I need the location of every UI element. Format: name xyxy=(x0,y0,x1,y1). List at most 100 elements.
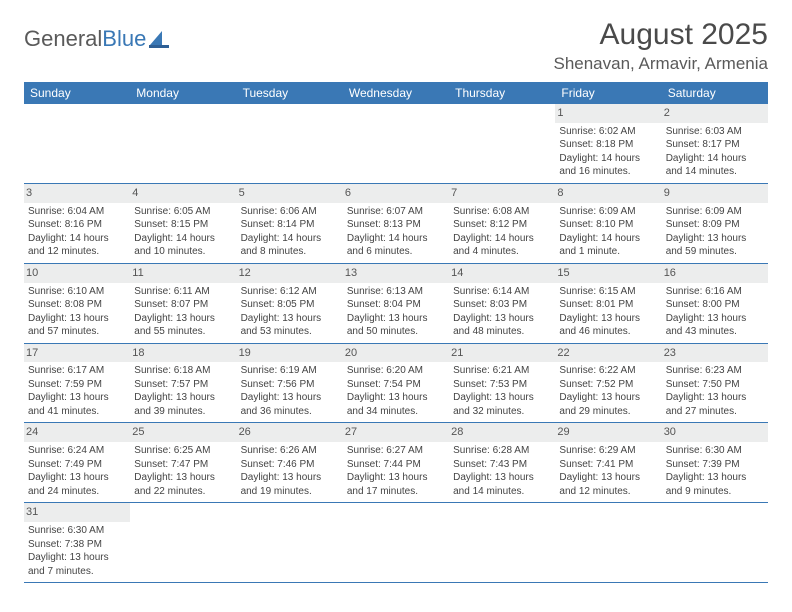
daylight-line: Daylight: 13 hours and 24 minutes. xyxy=(28,471,126,498)
calendar-cell: 24 Sunrise: 6:24 AMSunset: 7:49 PMDayligh… xyxy=(24,423,130,503)
daylight-line: Daylight: 14 hours and 14 minutes. xyxy=(666,152,764,179)
calendar-cell: 21Sunrise: 6:21 AMSunset: 7:53 PMDayligh… xyxy=(449,343,555,423)
sunset-line: Sunset: 8:00 PM xyxy=(666,298,764,312)
sunset-line: Sunset: 8:01 PM xyxy=(559,298,657,312)
day-number: 19 xyxy=(237,344,343,363)
daylight-line: Daylight: 13 hours and 36 minutes. xyxy=(241,391,339,418)
sunrise-line: Sunrise: 6:06 AM xyxy=(241,205,339,219)
calendar-cell: 22Sunrise: 6:22 AMSunset: 7:52 PMDayligh… xyxy=(555,343,661,423)
sunrise-line: Sunrise: 6:20 AM xyxy=(347,364,445,378)
daylight-line: Daylight: 13 hours and 12 minutes. xyxy=(559,471,657,498)
calendar-cell: 2 Sunrise: 6:03 AMSunset: 8:17 PMDaylight… xyxy=(662,104,768,183)
sunrise-line: Sunrise: 6:10 AM xyxy=(28,285,126,299)
sunset-line: Sunset: 8:18 PM xyxy=(559,138,657,152)
sunrise-line: Sunrise: 6:03 AM xyxy=(666,125,764,139)
daylight-line: Daylight: 13 hours and 9 minutes. xyxy=(666,471,764,498)
sunrise-line: Sunrise: 6:11 AM xyxy=(134,285,232,299)
logo-sail-icon xyxy=(149,30,171,48)
calendar-cell xyxy=(343,503,449,583)
calendar-cell: 29Sunrise: 6:29 AMSunset: 7:41 PMDayligh… xyxy=(555,423,661,503)
title-block: August 2025 Shenavan, Armavir, Armenia xyxy=(553,18,768,74)
calendar-cell xyxy=(24,104,130,183)
daylight-line: Daylight: 13 hours and 39 minutes. xyxy=(134,391,232,418)
day-header: Monday xyxy=(130,82,236,104)
logo-text-1: General xyxy=(24,26,102,52)
sunrise-line: Sunrise: 6:27 AM xyxy=(347,444,445,458)
calendar-cell xyxy=(662,503,768,583)
day-number: 30 xyxy=(662,423,768,442)
sunset-line: Sunset: 8:04 PM xyxy=(347,298,445,312)
daylight-line: Daylight: 13 hours and 19 minutes. xyxy=(241,471,339,498)
sunrise-line: Sunrise: 6:04 AM xyxy=(28,205,126,219)
day-header: Wednesday xyxy=(343,82,449,104)
day-number: 24 xyxy=(24,423,130,442)
sunset-line: Sunset: 8:03 PM xyxy=(453,298,551,312)
calendar-cell: 18Sunrise: 6:18 AMSunset: 7:57 PMDayligh… xyxy=(130,343,236,423)
sunrise-line: Sunrise: 6:25 AM xyxy=(134,444,232,458)
day-header: Sunday xyxy=(24,82,130,104)
daylight-line: Daylight: 13 hours and 41 minutes. xyxy=(28,391,126,418)
day-number: 9 xyxy=(662,184,768,203)
sunrise-line: Sunrise: 6:24 AM xyxy=(28,444,126,458)
calendar-cell xyxy=(130,503,236,583)
sunset-line: Sunset: 7:39 PM xyxy=(666,458,764,472)
calendar-cell: 16Sunrise: 6:16 AMSunset: 8:00 PMDayligh… xyxy=(662,263,768,343)
calendar-cell: 15Sunrise: 6:15 AMSunset: 8:01 PMDayligh… xyxy=(555,263,661,343)
calendar-cell: 7Sunrise: 6:08 AMSunset: 8:12 PMDaylight… xyxy=(449,183,555,263)
day-number: 29 xyxy=(555,423,661,442)
sunset-line: Sunset: 7:47 PM xyxy=(134,458,232,472)
day-number: 4 xyxy=(130,184,236,203)
sunrise-line: Sunrise: 6:05 AM xyxy=(134,205,232,219)
sunrise-line: Sunrise: 6:09 AM xyxy=(559,205,657,219)
daylight-line: Daylight: 13 hours and 17 minutes. xyxy=(347,471,445,498)
sunrise-line: Sunrise: 6:23 AM xyxy=(666,364,764,378)
sunrise-line: Sunrise: 6:18 AM xyxy=(134,364,232,378)
day-number: 13 xyxy=(343,264,449,283)
day-number: 22 xyxy=(555,344,661,363)
day-number: 18 xyxy=(130,344,236,363)
calendar-cell: 26Sunrise: 6:26 AMSunset: 7:46 PMDayligh… xyxy=(237,423,343,503)
sunset-line: Sunset: 7:56 PM xyxy=(241,378,339,392)
daylight-line: Daylight: 13 hours and 7 minutes. xyxy=(28,551,126,578)
daylight-line: Daylight: 14 hours and 10 minutes. xyxy=(134,232,232,259)
calendar-cell xyxy=(449,503,555,583)
sunset-line: Sunset: 7:43 PM xyxy=(453,458,551,472)
daylight-line: Daylight: 13 hours and 29 minutes. xyxy=(559,391,657,418)
daylight-line: Daylight: 13 hours and 34 minutes. xyxy=(347,391,445,418)
calendar-cell: 11Sunrise: 6:11 AMSunset: 8:07 PMDayligh… xyxy=(130,263,236,343)
sunset-line: Sunset: 8:05 PM xyxy=(241,298,339,312)
calendar-cell: 20Sunrise: 6:20 AMSunset: 7:54 PMDayligh… xyxy=(343,343,449,423)
sunset-line: Sunset: 7:52 PM xyxy=(559,378,657,392)
sunrise-line: Sunrise: 6:15 AM xyxy=(559,285,657,299)
daylight-line: Daylight: 14 hours and 16 minutes. xyxy=(559,152,657,179)
daylight-line: Daylight: 13 hours and 32 minutes. xyxy=(453,391,551,418)
sunset-line: Sunset: 7:46 PM xyxy=(241,458,339,472)
daylight-line: Daylight: 13 hours and 53 minutes. xyxy=(241,312,339,339)
sunset-line: Sunset: 8:13 PM xyxy=(347,218,445,232)
sunrise-line: Sunrise: 6:21 AM xyxy=(453,364,551,378)
logo: GeneralBlue xyxy=(24,26,171,52)
sunset-line: Sunset: 7:49 PM xyxy=(28,458,126,472)
day-number: 31 xyxy=(24,503,130,522)
day-number: 1 xyxy=(555,104,661,123)
calendar-cell xyxy=(130,104,236,183)
sunset-line: Sunset: 8:09 PM xyxy=(666,218,764,232)
sunrise-line: Sunrise: 6:17 AM xyxy=(28,364,126,378)
calendar-cell: 6Sunrise: 6:07 AMSunset: 8:13 PMDaylight… xyxy=(343,183,449,263)
day-number: 11 xyxy=(130,264,236,283)
header: GeneralBlue August 2025 Shenavan, Armavi… xyxy=(24,18,768,74)
sunrise-line: Sunrise: 6:30 AM xyxy=(666,444,764,458)
calendar-cell: 3Sunrise: 6:04 AMSunset: 8:16 PMDaylight… xyxy=(24,183,130,263)
calendar-cell: 1Sunrise: 6:02 AMSunset: 8:18 PMDaylight… xyxy=(555,104,661,183)
daylight-line: Daylight: 14 hours and 12 minutes. xyxy=(28,232,126,259)
daylight-line: Daylight: 13 hours and 27 minutes. xyxy=(666,391,764,418)
sunset-line: Sunset: 8:17 PM xyxy=(666,138,764,152)
sunset-line: Sunset: 7:38 PM xyxy=(28,538,126,552)
day-number: 10 xyxy=(24,264,130,283)
day-number: 2 xyxy=(662,104,768,123)
sunrise-line: Sunrise: 6:14 AM xyxy=(453,285,551,299)
day-number: 17 xyxy=(24,344,130,363)
day-number: 12 xyxy=(237,264,343,283)
sunset-line: Sunset: 8:14 PM xyxy=(241,218,339,232)
sunrise-line: Sunrise: 6:07 AM xyxy=(347,205,445,219)
